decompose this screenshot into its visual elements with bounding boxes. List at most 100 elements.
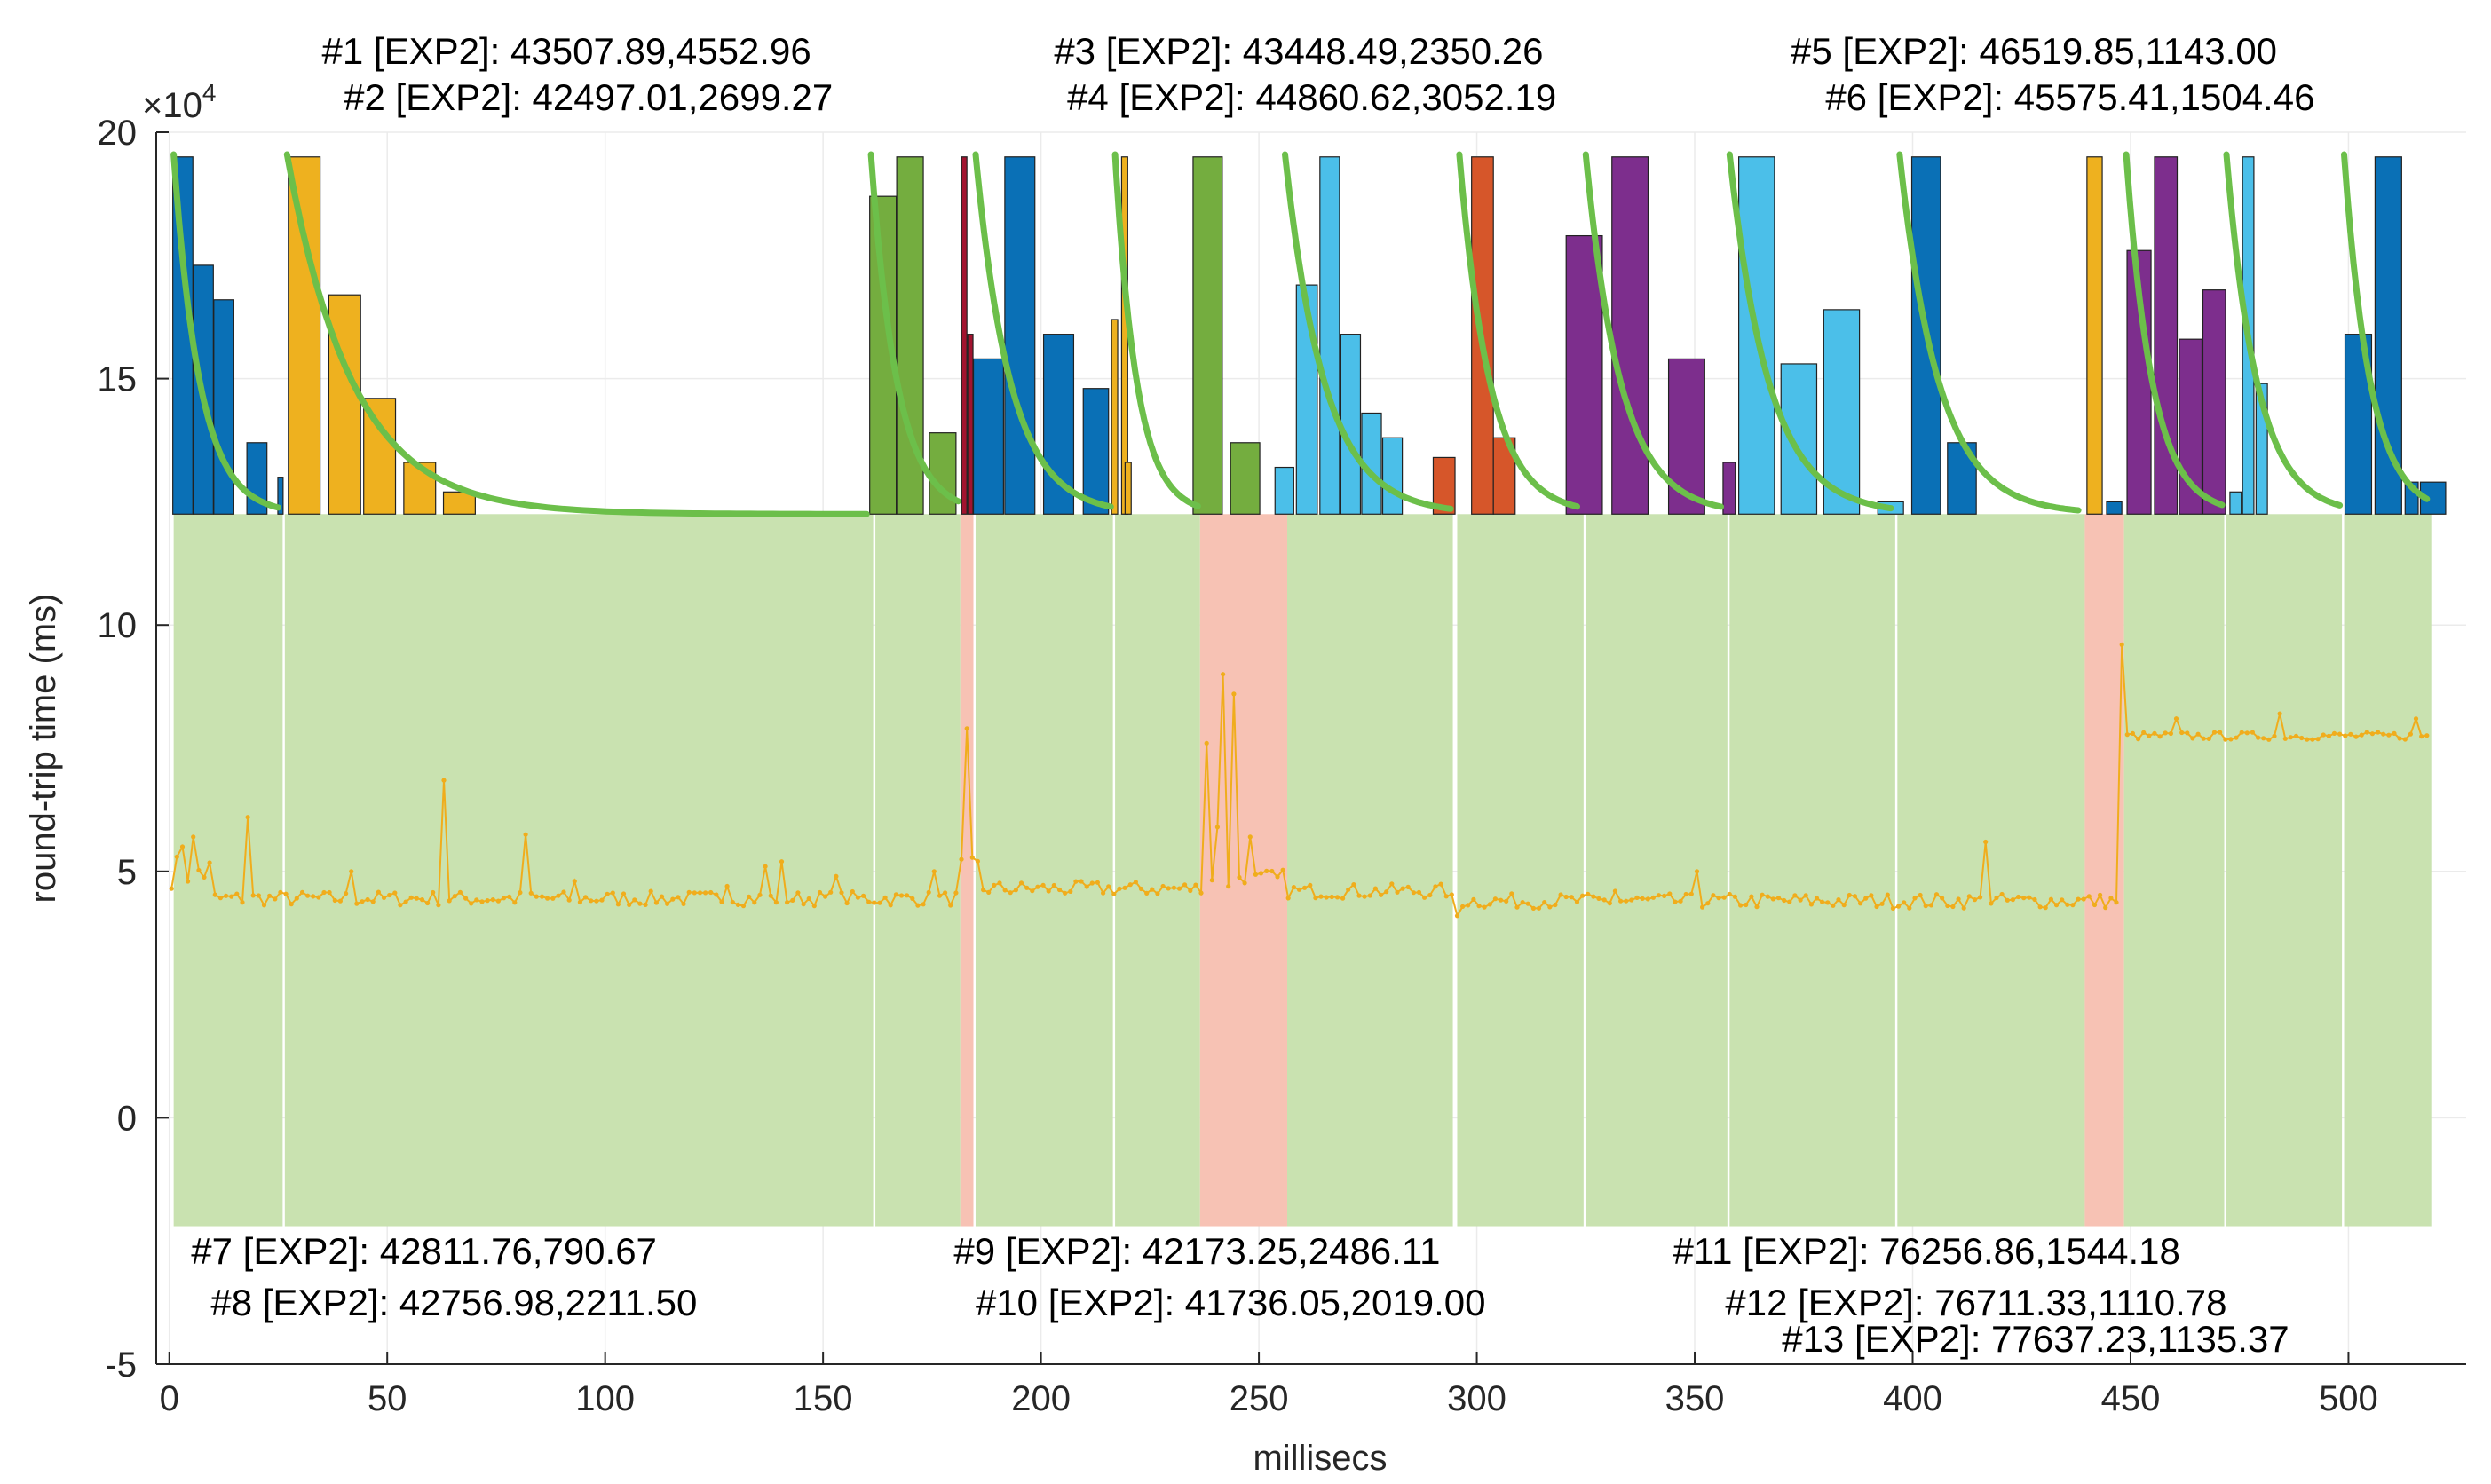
hist-bar-48 <box>2202 289 2226 515</box>
rtt-point-185 <box>1176 886 1182 891</box>
band-good-9 <box>1586 514 1728 1227</box>
rtt-point-12 <box>234 891 240 896</box>
annotation-top-5: #5 [EXP2]: 46519.85,1143.00 <box>1791 30 2277 72</box>
rtt-point-263 <box>1601 897 1607 903</box>
rtt-point-120 <box>823 894 828 899</box>
rtt-point-8 <box>212 892 217 897</box>
rtt-point-205 <box>1285 896 1291 901</box>
rtt-point-260 <box>1586 891 1591 897</box>
rtt-point-80 <box>605 891 610 897</box>
rtt-point-366 <box>2163 730 2168 736</box>
rtt-point-191 <box>1209 878 1214 883</box>
rtt-point-374 <box>2206 736 2211 742</box>
x-tick-label-3: 150 <box>794 1379 853 1418</box>
rtt-point-70 <box>550 896 556 901</box>
rtt-point-33 <box>349 869 354 874</box>
rtt-point-34 <box>354 901 360 906</box>
rtt-point-359 <box>2124 732 2130 738</box>
rtt-point-328 <box>1956 896 1961 902</box>
rtt-point-115 <box>795 890 801 896</box>
rtt-point-400 <box>2348 731 2353 737</box>
rtt-point-276 <box>1673 899 1678 904</box>
hist-bar-13 <box>961 156 968 515</box>
rtt-point-301 <box>1808 902 1814 907</box>
rtt-point-192 <box>1214 825 1220 830</box>
rtt-point-133 <box>893 892 899 897</box>
rtt-point-55 <box>469 901 474 906</box>
rtt-point-270 <box>1640 896 1645 902</box>
rtt-point-183 <box>1166 886 1171 891</box>
y-tick-label-0: -5 <box>105 1346 137 1385</box>
rtt-point-142 <box>943 890 948 896</box>
rtt-point-313 <box>1874 904 1879 910</box>
rtt-point-210 <box>1313 896 1318 901</box>
hist-bar-7 <box>363 398 397 515</box>
fit-curve-10 <box>2123 151 2226 509</box>
band-bad-3 <box>960 514 974 1227</box>
rtt-point-42 <box>398 903 403 908</box>
rtt-point-215 <box>1340 896 1346 901</box>
rtt-point-299 <box>1798 897 1803 903</box>
rtt-point-307 <box>1841 903 1847 908</box>
rtt-point-158 <box>1030 888 1035 894</box>
rtt-point-167 <box>1079 879 1084 884</box>
rtt-point-280 <box>1694 869 1700 874</box>
rtt-point-357 <box>2114 900 2119 905</box>
rtt-point-221 <box>1372 886 1378 891</box>
rtt-point-219 <box>1362 894 1367 899</box>
rtt-point-72 <box>561 889 566 895</box>
rtt-point-398 <box>2337 731 2343 737</box>
rtt-point-61 <box>501 896 507 901</box>
rtt-point-377 <box>2223 737 2228 742</box>
rtt-point-261 <box>1591 894 1596 899</box>
rtt-point-125 <box>850 888 855 895</box>
rtt-point-227 <box>1405 884 1411 890</box>
y-tick-label-3: 10 <box>98 606 138 645</box>
annotation-bottom-11: #11 [EXP2]: 76256.86,1544.18 <box>1673 1230 2179 1272</box>
band-good-4 <box>975 514 1113 1227</box>
hist-bar-27 <box>1340 334 1362 515</box>
rtt-point-344 <box>2043 905 2048 911</box>
rtt-point-119 <box>817 889 823 896</box>
rtt-point-74 <box>572 879 577 884</box>
fit-curve-5 <box>1282 151 1454 512</box>
fit-curve-3 <box>972 151 1114 510</box>
rtt-point-188 <box>1193 882 1198 888</box>
rtt-point-408 <box>2392 730 2397 737</box>
rtt-point-257 <box>1569 895 1574 900</box>
rtt-point-399 <box>2343 733 2348 738</box>
rtt-point-207 <box>1296 887 1302 892</box>
rtt-point-51 <box>447 898 452 904</box>
rtt-point-329 <box>1961 905 1966 911</box>
rtt-point-157 <box>1024 885 1030 890</box>
rtt-point-19 <box>273 896 278 902</box>
rtt-point-395 <box>2321 732 2326 738</box>
rtt-point-109 <box>763 864 768 869</box>
rtt-point-155 <box>1013 888 1018 893</box>
rtt-point-381 <box>2244 730 2250 736</box>
rtt-point-187 <box>1188 888 1193 894</box>
rtt-point-281 <box>1700 904 1705 910</box>
rtt-point-37 <box>370 899 376 904</box>
rtt-point-333 <box>1983 839 1989 845</box>
rtt-point-267 <box>1624 898 1629 904</box>
rtt-point-198 <box>1247 834 1253 840</box>
rtt-point-24 <box>299 889 305 895</box>
rtt-point-78 <box>594 898 599 904</box>
x-tick-label-5: 250 <box>1230 1379 1289 1418</box>
rtt-point-370 <box>2185 730 2190 736</box>
rtt-point-2 <box>179 844 186 849</box>
rtt-point-272 <box>1650 895 1656 900</box>
rtt-point-351 <box>2081 896 2086 902</box>
rtt-point-200 <box>1258 871 1264 876</box>
rtt-point-126 <box>855 895 861 900</box>
rtt-point-414 <box>2424 733 2430 738</box>
rtt-point-93 <box>676 895 681 900</box>
rtt-point-95 <box>686 889 692 895</box>
rtt-point-296 <box>1782 897 1787 904</box>
rtt-point-140 <box>931 869 937 874</box>
rtt-point-404 <box>2369 731 2375 737</box>
rtt-point-248 <box>1520 900 1525 905</box>
rtt-point-282 <box>1705 901 1711 906</box>
rtt-point-229 <box>1416 889 1422 896</box>
